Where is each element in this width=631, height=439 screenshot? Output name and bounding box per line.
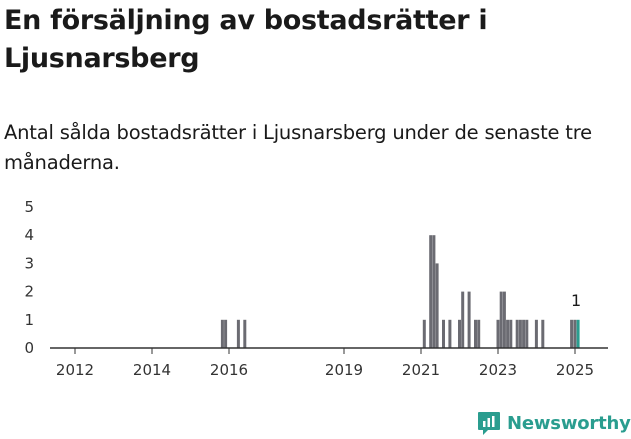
y-tick-label: 0 — [24, 339, 34, 357]
bar — [224, 319, 228, 348]
x-tick-label: 2014 — [133, 361, 171, 379]
x-tick-label: 2025 — [556, 361, 594, 379]
bar — [435, 263, 439, 348]
x-tick-label: 2019 — [325, 361, 363, 379]
bar — [525, 319, 529, 348]
newsworthy-icon — [478, 412, 500, 435]
bar — [506, 319, 510, 348]
newsworthy-logo: Newsworthy — [476, 408, 631, 438]
bar — [570, 319, 574, 348]
y-tick-label: 1 — [24, 311, 34, 329]
bar — [499, 291, 503, 348]
brand-name: Newsworthy — [507, 412, 631, 434]
bar — [243, 319, 247, 348]
bar — [477, 319, 481, 348]
x-tick-label: 2012 — [56, 361, 94, 379]
bar — [429, 235, 433, 348]
data-label: 1 — [571, 291, 581, 310]
highlight-bar — [576, 319, 580, 348]
y-tick-label: 4 — [24, 226, 34, 244]
bar — [522, 319, 526, 348]
x-tick-label: 2023 — [479, 361, 517, 379]
bar — [442, 319, 445, 348]
y-tick-label: 3 — [24, 254, 34, 272]
bar — [467, 291, 471, 348]
bar — [422, 319, 426, 348]
bar — [448, 319, 452, 348]
bar — [458, 319, 461, 348]
bar — [509, 319, 513, 348]
bar — [541, 319, 545, 348]
bar — [236, 319, 240, 348]
x-tick-label: 2021 — [402, 361, 440, 379]
y-tick-label: 5 — [24, 198, 34, 216]
chart-title: En försäljning av bostadsrätter i Ljusna… — [4, 5, 488, 74]
bar-chart: 0 1 2 3 4 5 1 2012 2014 2016 2019 2021 2023 2025 — [24, 198, 608, 379]
bar — [461, 291, 465, 348]
bar — [502, 291, 506, 348]
bar — [220, 319, 224, 348]
bar — [496, 319, 500, 348]
x-tick-label: 2016 — [210, 361, 248, 379]
bar — [432, 235, 436, 348]
chart-subtitle: Antal sålda bostadsrätter i Ljusnarsberg… — [4, 121, 592, 174]
bar — [573, 319, 577, 348]
bar — [515, 319, 519, 348]
y-tick-label: 2 — [24, 283, 34, 301]
bar — [474, 319, 477, 348]
bar — [518, 319, 522, 348]
bar — [534, 319, 538, 348]
